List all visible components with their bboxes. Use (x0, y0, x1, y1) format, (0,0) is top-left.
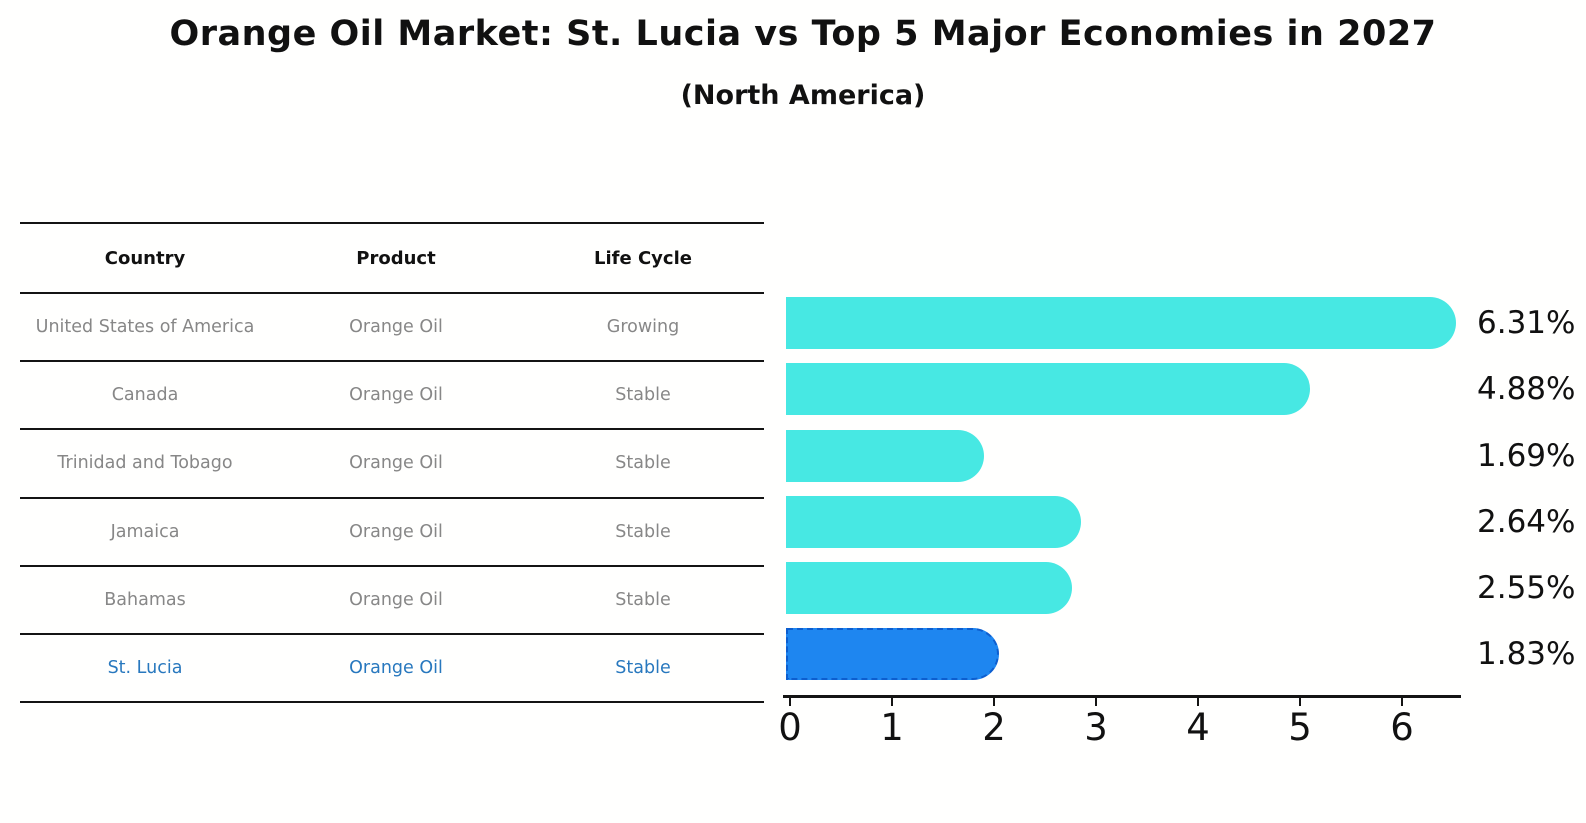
table-row: Bahamas Orange Oil Stable (20, 564, 764, 633)
x-axis-tick (788, 695, 792, 706)
cell-lifecycle: Stable (615, 589, 671, 610)
column-header-country: Country (104, 247, 186, 269)
x-axis-tick (1298, 695, 1302, 706)
x-axis-tick-label: 5 (1288, 706, 1312, 749)
x-axis-tick-label: 4 (1186, 706, 1210, 749)
column-header-lifecycle: Life Cycle (594, 247, 692, 269)
cell-product: Orange Oil (349, 658, 443, 679)
x-axis-line (783, 695, 1461, 698)
x-axis-tick-label: 6 (1390, 706, 1414, 749)
x-axis-tick-label: 0 (778, 706, 802, 749)
cell-product: Orange Oil (349, 521, 443, 542)
cell-country: Jamaica (110, 521, 180, 542)
table-row: St. Lucia Orange Oil Stable (20, 632, 764, 701)
bar-value-label: 4.88% (1477, 371, 1576, 408)
x-axis-tick (992, 695, 996, 706)
cell-lifecycle: Stable (615, 453, 671, 474)
bar (786, 495, 1082, 548)
chart-title: Orange Oil Market: St. Lucia vs Top 5 Ma… (169, 14, 1437, 54)
bar (786, 561, 1073, 614)
bar-value-label: 6.31% (1477, 305, 1576, 342)
cell-country: United States of America (35, 317, 255, 338)
bar (786, 297, 1456, 350)
x-axis-tick-label: 2 (982, 706, 1006, 749)
cell-country: Bahamas (104, 589, 186, 610)
country-table: Country Product Life Cycle United States… (20, 222, 764, 704)
table-row: Trinidad and Tobago Orange Oil Stable (20, 428, 764, 496)
bar-value-label: 2.64% (1477, 503, 1576, 540)
x-axis-tick-label: 3 (1084, 706, 1108, 749)
cell-country: Trinidad and Tobago (57, 453, 233, 474)
cell-product: Orange Oil (349, 453, 443, 474)
cell-lifecycle: Stable (615, 385, 671, 406)
chart-subtitle: (North America) (680, 80, 926, 111)
table-body: United States of America Orange Oil Grow… (20, 292, 764, 701)
table-bottom-rule (20, 701, 764, 704)
table-row: Jamaica Orange Oil Stable (20, 496, 764, 565)
x-axis-tick (1094, 695, 1098, 706)
x-axis-tick (1196, 695, 1200, 706)
cell-lifecycle: Growing (606, 317, 680, 338)
bar-value-label: 1.69% (1477, 437, 1576, 474)
table-row: United States of America Orange Oil Grow… (20, 292, 764, 360)
table-header-row: Country Product Life Cycle (20, 222, 764, 292)
table-row: Canada Orange Oil Stable (20, 360, 764, 428)
cell-lifecycle: Stable (615, 658, 671, 679)
cell-lifecycle: Stable (615, 521, 671, 542)
bar (786, 628, 999, 681)
cell-country: St. Lucia (107, 658, 183, 679)
bar (786, 429, 985, 482)
cell-country: Canada (111, 385, 179, 406)
bar-value-label: 1.83% (1477, 636, 1576, 673)
cell-product: Orange Oil (349, 317, 443, 338)
x-axis-tick-label: 1 (880, 706, 904, 749)
bar (786, 363, 1310, 416)
column-header-product: Product (356, 247, 436, 269)
x-axis-tick (890, 695, 894, 706)
bar-value-label: 2.55% (1477, 569, 1576, 606)
cell-product: Orange Oil (349, 385, 443, 406)
cell-product: Orange Oil (349, 589, 443, 610)
x-axis-tick (1400, 695, 1404, 706)
